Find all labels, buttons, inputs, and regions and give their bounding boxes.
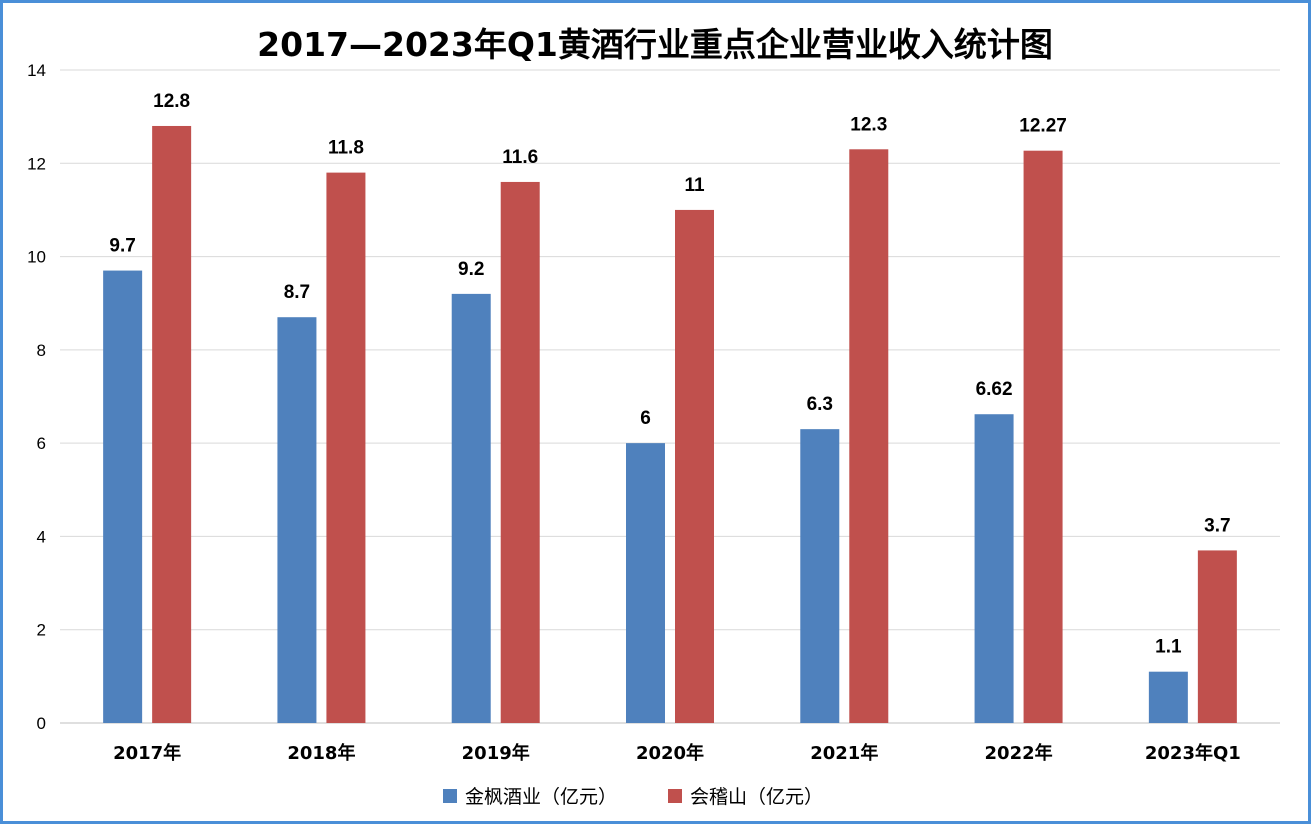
x-tick-label: 2017年 xyxy=(113,742,181,764)
y-tick-label: 2 xyxy=(37,621,46,640)
data-label: 6.3 xyxy=(807,394,833,415)
bar-jinfeng xyxy=(103,270,143,723)
data-label: 9.7 xyxy=(109,236,135,257)
bar-kuaijishan xyxy=(152,125,192,723)
data-label: 12.27 xyxy=(1019,116,1067,137)
bars xyxy=(103,125,1237,724)
data-label: 6.62 xyxy=(976,379,1013,400)
y-tick-label: 14 xyxy=(27,61,46,80)
data-labels: 9.7 12.8 8.7 11.8 9.2 11.6 6 11 6.3 12.3 6.62 12.27… xyxy=(109,91,1230,658)
bar-kuaijishan xyxy=(500,181,540,723)
y-axis: 0 2 4 6 8 10 12 14 xyxy=(27,61,46,733)
data-label: 3.7 xyxy=(1204,515,1230,536)
bar-kuaijishan xyxy=(326,172,366,724)
bar-kuaijishan xyxy=(1197,550,1237,723)
bar-jinfeng xyxy=(277,317,317,723)
data-label: 11 xyxy=(684,175,705,196)
y-tick-label: 0 xyxy=(37,714,46,733)
bar-kuaijishan xyxy=(849,149,889,724)
bar-jinfeng xyxy=(800,429,840,723)
x-tick-label: 2019年 xyxy=(462,742,530,764)
data-label: 11.8 xyxy=(328,138,364,159)
data-label: 6 xyxy=(640,408,651,429)
data-label: 1.1 xyxy=(1155,637,1182,658)
x-tick-label: 2022年 xyxy=(985,742,1053,764)
y-tick-label: 8 xyxy=(37,341,46,360)
data-label: 9.2 xyxy=(458,259,484,280)
y-tick-label: 10 xyxy=(27,248,46,267)
bar-jinfeng xyxy=(974,414,1014,723)
bar-jinfeng xyxy=(1148,671,1188,723)
x-tick-label: 2021年 xyxy=(810,742,878,764)
data-label: 8.7 xyxy=(284,282,310,303)
y-tick-label: 6 xyxy=(37,434,46,453)
legend-swatch xyxy=(443,789,457,803)
x-tick-label: 2020年 xyxy=(636,742,704,764)
legend-label: 金枫酒业（亿元） xyxy=(465,786,617,808)
gridlines xyxy=(60,69,1280,724)
bar-kuaijishan xyxy=(1023,150,1063,723)
x-tick-label: 2023年Q1 xyxy=(1145,742,1241,764)
bar-kuaijishan xyxy=(675,209,714,723)
legend-label: 会稽山（亿元） xyxy=(690,786,823,808)
bar-jinfeng xyxy=(451,293,491,723)
legend: 金枫酒业（亿元） 会稽山（亿元） xyxy=(443,786,823,808)
y-tick-label: 12 xyxy=(27,154,46,173)
x-axis: 2017年 2018年 2019年 2020年 2021年 2022年 2023年Q1 xyxy=(113,742,1241,764)
bar-jinfeng xyxy=(626,443,665,723)
chart-title: 2017—2023年Q1黄酒行业重点企业营业收入统计图 xyxy=(257,25,1053,64)
data-label: 12.8 xyxy=(153,91,190,112)
data-label: 12.3 xyxy=(850,114,887,135)
x-tick-label: 2018年 xyxy=(287,742,355,764)
legend-swatch xyxy=(668,789,682,803)
data-label: 11.6 xyxy=(502,147,538,168)
y-tick-label: 4 xyxy=(37,527,46,546)
